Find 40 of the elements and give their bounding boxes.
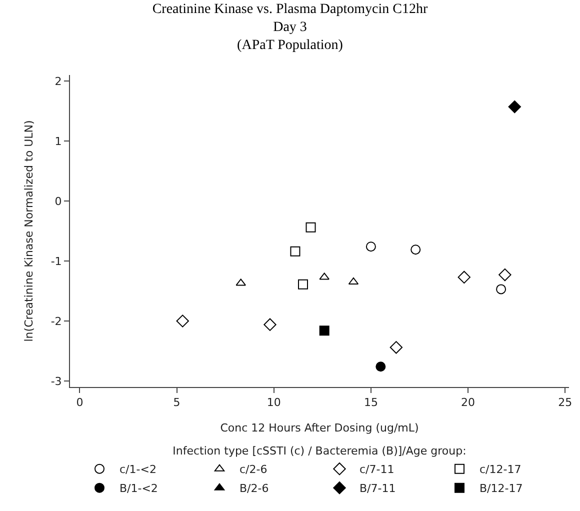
x-tick-label: 20	[461, 396, 476, 410]
point	[319, 272, 330, 280]
x-tick-label: 25	[558, 396, 572, 410]
legend-label: c/1-<2	[120, 463, 156, 476]
chart-title: Creatinine Kinase vs. Plasma Daptomycin C12hr Day 3 (APaT Population)	[152, 2, 428, 54]
point	[376, 362, 386, 372]
point	[319, 326, 330, 336]
legend-label: c/12-17	[480, 463, 522, 476]
point	[508, 100, 521, 114]
x-tick-label: 15	[364, 396, 378, 410]
y-axis-title: ln(Creatinine Kinase Normalized to ULN)	[22, 120, 36, 342]
point	[496, 284, 506, 294]
point	[410, 244, 421, 255]
y-tick-label: -2	[50, 314, 62, 328]
y-tick-label: 1	[54, 134, 62, 148]
legend-label: B/12-17	[480, 482, 523, 496]
y-tick-label: 2	[54, 74, 62, 88]
point	[498, 268, 512, 282]
x-axis-title: Conc 12 Hours After Dosing (ug/mL)	[220, 421, 419, 434]
legend-label: c/2-6	[240, 463, 268, 476]
point	[306, 222, 316, 232]
point	[176, 314, 189, 328]
y-tick-label: -1	[50, 254, 62, 268]
x-tick-label: 5	[173, 396, 180, 410]
legend-label: c/7-11	[360, 463, 394, 476]
point	[290, 246, 300, 256]
legend-label: B/2-6	[240, 482, 269, 496]
y-tick-label: 0	[54, 194, 62, 208]
point	[236, 278, 246, 286]
point	[264, 318, 276, 331]
x-tick-label: 0	[76, 396, 84, 410]
point	[298, 279, 308, 290]
legend-label: B/1-<2	[120, 482, 158, 496]
x-tick-label: 10	[266, 396, 281, 410]
point	[366, 242, 376, 252]
point	[390, 341, 403, 354]
y-tick-label: -3	[50, 374, 62, 388]
legend-title: Infection type [cSSTI (c) / Bacteremia (B)]/Age group:	[172, 444, 466, 458]
point	[458, 270, 470, 284]
legend-label: B/7-11	[360, 482, 396, 496]
